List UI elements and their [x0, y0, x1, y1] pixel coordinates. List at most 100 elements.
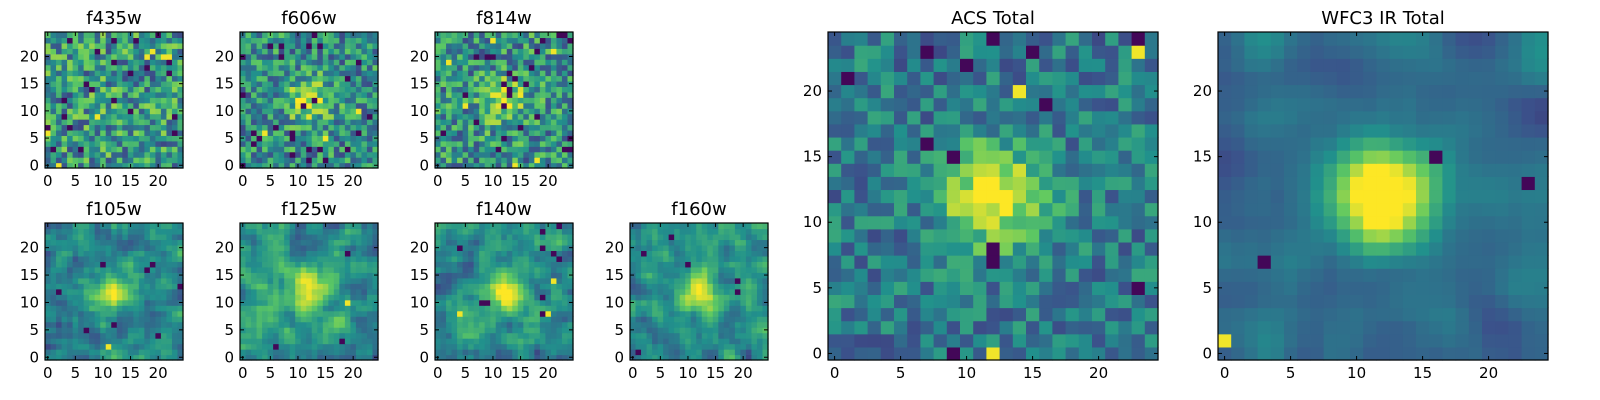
- heatmap-cell: [718, 338, 725, 345]
- heatmap-cell: [696, 338, 703, 345]
- heatmap-cell: [473, 119, 480, 126]
- heatmap-cell: [567, 283, 574, 290]
- heatmap-cell: [50, 91, 57, 98]
- heatmap-cell: [641, 277, 648, 284]
- heatmap-cell: [133, 102, 140, 109]
- heatmap-cell: [440, 327, 447, 334]
- heatmap-cell: [94, 288, 101, 295]
- heatmap-cell: [262, 151, 269, 158]
- heatmap-cell: [300, 80, 307, 87]
- heatmap-cell: [366, 288, 374, 295]
- heatmap-cell: [556, 108, 563, 115]
- panel-title: f435w: [86, 8, 141, 29]
- heatmap-cell: [328, 91, 335, 98]
- heatmap-cell: [171, 349, 179, 356]
- heatmap-cell: [256, 97, 263, 104]
- heatmap-cell: [295, 233, 302, 241]
- heatmap-cell: [366, 108, 374, 115]
- heatmap-cell: [506, 244, 513, 251]
- heatmap-cell: [1026, 202, 1040, 217]
- heatmap-cell: [756, 349, 764, 356]
- heatmap-cell: [295, 108, 302, 115]
- heatmap-cell: [986, 202, 1001, 217]
- heatmap-cell: [328, 244, 335, 251]
- heatmap-cell: [306, 233, 313, 241]
- heatmap-cell: [751, 338, 758, 345]
- heatmap-cell: [1105, 202, 1119, 217]
- heatmap-cell: [83, 244, 90, 251]
- heatmap-cell: [646, 349, 653, 356]
- heatmap-cell: [1078, 346, 1093, 361]
- y-tick-label: 15: [410, 266, 429, 284]
- heatmap-cell: [56, 64, 63, 71]
- heatmap-cell: [122, 70, 129, 77]
- heatmap-cell: [630, 316, 637, 323]
- heatmap-cell: [78, 151, 85, 158]
- heatmap-cell: [674, 255, 681, 262]
- heatmap-cell: [740, 283, 747, 290]
- heatmap-cell: [841, 176, 855, 191]
- heatmap-cell: [149, 349, 156, 356]
- heatmap-cell: [561, 146, 569, 153]
- heatmap-cell: [679, 244, 686, 251]
- heatmap-cell: [83, 305, 90, 312]
- heatmap-cell: [251, 255, 258, 262]
- heatmap-cell: [89, 277, 96, 284]
- heatmap-cell: [630, 321, 637, 328]
- heatmap-cell: [567, 86, 574, 93]
- heatmap-cell: [251, 305, 258, 312]
- heatmap-cell: [355, 53, 363, 60]
- heatmap-cell: [707, 321, 714, 328]
- heatmap-cell: [45, 113, 52, 120]
- heatmap-cell: [451, 223, 458, 230]
- heatmap-cell: [652, 321, 659, 328]
- heatmap-cell: [45, 86, 52, 93]
- heatmap-cell: [534, 239, 541, 246]
- heatmap-cell: [657, 349, 664, 356]
- heatmap-cell: [534, 124, 541, 131]
- heatmap-cell: [333, 349, 340, 356]
- heatmap-cell: [100, 239, 107, 246]
- heatmap-cell: [333, 53, 340, 60]
- heatmap-cell: [311, 70, 318, 77]
- heatmap-cell: [155, 75, 162, 82]
- heatmap-cell: [446, 75, 453, 82]
- heatmap-cell: [251, 64, 258, 71]
- heatmap-cell: [328, 343, 335, 350]
- heatmap-cell: [171, 151, 179, 158]
- heatmap-cell: [289, 332, 296, 339]
- x-tick-label: 15: [316, 172, 335, 190]
- heatmap-cell: [473, 272, 480, 279]
- heatmap-cell: [462, 349, 469, 356]
- heatmap-cell: [339, 42, 346, 49]
- heatmap-cell: [116, 59, 123, 66]
- heatmap-cell: [933, 294, 948, 309]
- x-tick-label: 20: [344, 364, 363, 382]
- heatmap-cell: [311, 250, 318, 257]
- heatmap-cell: [712, 233, 719, 241]
- heatmap-cell: [556, 310, 563, 317]
- heatmap-cell: [350, 321, 357, 328]
- heatmap-cell: [1052, 202, 1067, 217]
- heatmap-cell: [495, 272, 502, 279]
- heatmap-cell: [457, 75, 464, 82]
- heatmap-cell: [663, 321, 670, 328]
- heatmap-cell: [133, 157, 140, 164]
- heatmap-cell: [339, 162, 346, 169]
- heatmap-cell: [72, 310, 79, 317]
- x-tick-label: 15: [121, 364, 140, 382]
- heatmap-cell: [328, 277, 335, 284]
- heatmap-cell: [262, 288, 269, 295]
- heatmap-cell: [468, 119, 475, 126]
- heatmap-cell: [679, 272, 686, 279]
- heatmap-cell: [539, 327, 546, 334]
- heatmap-cell: [45, 119, 52, 126]
- heatmap-cell: [517, 140, 524, 147]
- heatmap-cell: [946, 202, 961, 217]
- heatmap-cell: [740, 288, 747, 295]
- heatmap-cell: [267, 332, 274, 339]
- heatmap-cell: [440, 140, 447, 147]
- heatmap-cell: [762, 305, 769, 312]
- heatmap-cell: [567, 42, 574, 49]
- heatmap-cell: [240, 321, 247, 328]
